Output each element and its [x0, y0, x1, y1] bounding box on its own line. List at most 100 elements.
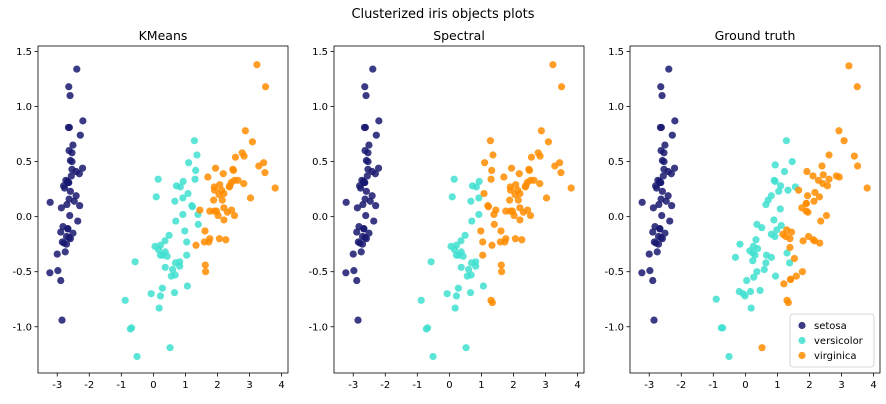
scatter-point [131, 258, 139, 266]
scatter-point [515, 170, 523, 178]
scatter-point [362, 211, 370, 220]
scatter-point [551, 162, 559, 170]
scatter-point [166, 344, 174, 352]
scatter-point [364, 149, 372, 157]
scatter-point [762, 200, 770, 209]
x-tick-label: 0 [742, 380, 748, 391]
x-tick-label: -1 [412, 380, 422, 391]
y-tick-label: 1.5 [312, 47, 328, 58]
scatter-point [462, 344, 470, 352]
ground-truth-plot: Ground truth -3 -2 -1 0 1 2 3 4 -1.0 -0.5 0.0 0.5 1.0… [604, 28, 881, 391]
scatter-point [802, 199, 810, 208]
y-tick-label: 0.5 [16, 157, 32, 168]
scatter-point [516, 189, 524, 198]
x-tick-label: 0 [150, 380, 156, 391]
y-tick-label: -1.0 [308, 322, 328, 333]
scatter-point [238, 149, 246, 157]
scatter-point [354, 238, 362, 246]
legend-label: versicolor [814, 336, 864, 347]
scatter-points [46, 61, 279, 361]
scatter-point [181, 227, 189, 235]
scatter-point [183, 238, 191, 246]
scatter-point [179, 210, 187, 219]
scatter-point [126, 325, 134, 333]
scatter-point [448, 193, 456, 201]
scatter-point [466, 289, 475, 297]
scatter-point [514, 196, 522, 204]
scatter-point [522, 182, 530, 190]
scatter-point [784, 186, 792, 194]
scatter-point [832, 172, 841, 180]
scatter-point [443, 290, 451, 298]
scatter-point [786, 259, 794, 267]
scatter-point [527, 153, 536, 161]
scatter-point [53, 250, 61, 258]
scatter-point [196, 206, 204, 214]
scatter-point [516, 216, 524, 224]
scatter-point [271, 184, 279, 192]
scatter-point [229, 165, 237, 173]
scatter-point [749, 257, 757, 265]
scatter-point [779, 230, 787, 238]
x-tick-label: -1 [708, 380, 718, 391]
y-tick-label: 0.0 [312, 212, 328, 223]
x-tick-label: -3 [644, 380, 654, 391]
scatter-point [544, 138, 553, 146]
scatter-point [171, 197, 179, 205]
scatter-point [46, 198, 54, 206]
scatter-point [155, 304, 163, 312]
scatter-point [658, 235, 666, 243]
scatter-point [427, 258, 435, 266]
scatter-point [368, 167, 376, 176]
scatter-point [73, 65, 81, 73]
scatter-point [368, 192, 376, 200]
x-tick-label: 3 [838, 380, 844, 391]
scatter-point [161, 237, 169, 245]
scatter-point [185, 159, 193, 167]
figure-suptitle: Clusterized iris objects plots [351, 7, 534, 22]
scatter-point [171, 271, 179, 279]
scatter-point [342, 198, 350, 206]
scatter-point [159, 251, 167, 259]
scatter-point [671, 117, 679, 125]
scatter-point [66, 235, 74, 243]
scatter-point [447, 242, 455, 250]
x-tick-label: -2 [380, 380, 390, 391]
legend-marker [798, 321, 806, 330]
x-tick-label: 4 [870, 380, 876, 391]
scatter-point [666, 217, 674, 225]
scatter-point [363, 172, 371, 180]
scatter-point [767, 253, 775, 261]
scatter-point [776, 205, 784, 213]
scatter-point [799, 237, 807, 245]
scatter-point [809, 172, 817, 180]
scatter-point [156, 241, 165, 249]
plot-title: KMeans [139, 28, 188, 43]
scatter-point [479, 251, 487, 259]
scatter-point [457, 263, 465, 271]
scatter-point [646, 267, 654, 275]
scatter-point [817, 217, 825, 225]
scatter-point [658, 91, 666, 100]
scatter-point [161, 263, 169, 271]
y-tick-label: 0.0 [608, 212, 624, 223]
scatter-point [172, 217, 180, 225]
scatter-point [557, 169, 565, 177]
scatter-point [70, 197, 78, 205]
scatter-point [374, 164, 383, 172]
scatter-point [507, 164, 516, 172]
scatter-point [668, 202, 676, 210]
scatter-point [54, 267, 62, 275]
scatter-point [57, 204, 65, 212]
scatter-point [835, 127, 843, 135]
scatter-point [525, 165, 533, 173]
scatter-point [362, 91, 370, 100]
scatter-point [64, 123, 73, 132]
scatter-point [501, 238, 509, 246]
scatter-point [58, 316, 66, 324]
scatter-point [68, 149, 76, 157]
scatter-point [488, 241, 496, 249]
scatter-point [649, 276, 657, 285]
scatter-point [253, 61, 261, 69]
